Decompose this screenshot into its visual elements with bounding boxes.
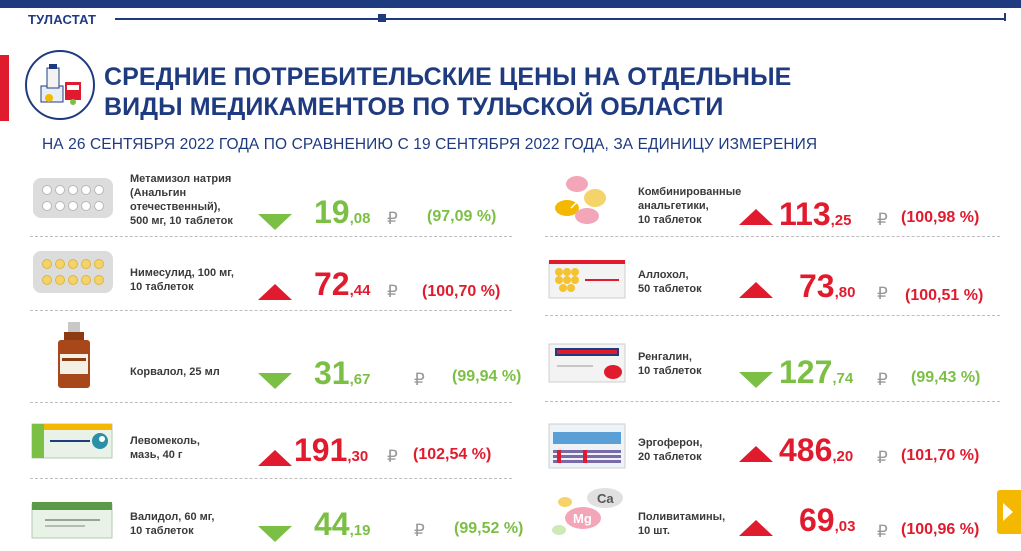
price-item-metamizol: Метамизол натрия (Анальгин отечественный),…	[30, 168, 520, 238]
validol-box-icon	[30, 488, 120, 551]
price-up-arrow-icon	[258, 284, 292, 300]
item-name: Аллохол, 50 таблеток	[638, 269, 702, 295]
row-divider	[545, 401, 1000, 402]
blister-yellow-pills-icon	[30, 246, 120, 316]
rengalin-box-icon	[543, 334, 633, 404]
row-divider	[545, 236, 1000, 237]
ointment-box-icon	[30, 414, 120, 484]
title-line-1: СРЕДНИЕ ПОТРЕБИТЕЛЬСКИЕ ЦЕНЫ НА ОТДЕЛЬНЫ…	[104, 63, 792, 91]
header-divider	[115, 18, 1005, 20]
medicine-logo-icon	[25, 50, 95, 120]
item-price: 486,20	[779, 432, 854, 468]
price-item-ergoferon: Эргоферон, 20 таблеток 486,20 ₽ (101,70 %…	[543, 414, 1003, 484]
ruble-sign: ₽	[387, 447, 398, 466]
multivitamin-icon: Ca Mg	[543, 484, 633, 551]
item-percent: (99,94 %)	[452, 368, 522, 385]
price-down-arrow-icon	[258, 214, 292, 230]
ruble-sign: ₽	[414, 370, 425, 389]
bottle-icon	[30, 320, 120, 390]
item-name: Поливитамины, 10 шт.	[638, 511, 726, 537]
item-price: 19,08	[314, 194, 371, 230]
title-accent-bar	[0, 55, 9, 121]
ruble-sign: ₽	[877, 522, 888, 541]
price-up-arrow-icon	[739, 282, 773, 298]
brand-label: ТУЛАСТАТ	[28, 12, 97, 27]
ruble-sign: ₽	[877, 370, 888, 389]
page-title: СРЕДНИЕ ПОТРЕБИТЕЛЬСКИЕ ЦЕНЫ НА ОТДЕЛЬНЫ…	[104, 62, 791, 122]
item-name: Левомеколь, мазь, 40 г	[130, 435, 200, 461]
item-price: 44,19	[314, 506, 371, 542]
price-up-arrow-icon	[258, 450, 292, 466]
item-name: Ренгалин, 10 таблеток	[638, 351, 702, 377]
page-subtitle: НА 26 СЕНТЯБРЯ 2022 ГОДА ПО СРАВНЕНИЮ С …	[42, 136, 818, 153]
item-percent: (100,98 %)	[901, 209, 980, 226]
item-percent: (101,70 %)	[901, 447, 980, 464]
item-name: Корвалол, 25 мл	[130, 366, 220, 378]
price-up-arrow-icon	[739, 446, 773, 462]
price-item-nimesulid: Нимесулид, 100 мг, 10 таблеток 72,44 ₽ (1…	[30, 246, 520, 316]
price-up-arrow-icon	[739, 520, 773, 536]
ruble-sign: ₽	[877, 284, 888, 303]
item-name: Нимесулид, 100 мг, 10 таблеток	[130, 267, 234, 293]
price-item-levomekol: Левомеколь, мазь, 40 г 191,30 ₽ (102,54 %…	[30, 414, 520, 484]
row-divider	[545, 315, 1000, 316]
row-divider	[30, 402, 512, 403]
price-up-arrow-icon	[739, 209, 773, 225]
row-divider	[30, 310, 512, 311]
row-divider	[30, 236, 512, 237]
price-down-arrow-icon	[258, 526, 292, 542]
item-percent: (99,52 %)	[454, 520, 524, 537]
header-divider-end	[1004, 13, 1006, 21]
ruble-sign: ₽	[877, 448, 888, 467]
ruble-sign: ₽	[414, 521, 425, 540]
price-item-rengalin: Ренгалин, 10 таблеток 127,74 ₽ (99,43 %)	[543, 334, 1003, 404]
item-name: Комбинированные анальгетики, 10 таблеток	[638, 186, 742, 226]
price-item-validol: Валидол, 60 мг, 10 таблеток 44,19 ₽ (99,5…	[30, 488, 524, 551]
item-percent: (97,09 %)	[427, 208, 497, 225]
item-name: Метамизол натрия (Анальгин отечественный),…	[130, 173, 233, 227]
price-item-allohol: Аллохол, 50 таблеток 73,80 ₽ (100,51 %)	[543, 252, 1003, 322]
colored-tablets-icon	[543, 168, 633, 238]
item-price: 72,44	[314, 266, 371, 302]
item-price: 31,67	[314, 355, 371, 391]
row-divider	[30, 478, 512, 479]
price-item-korvalol: Корвалол, 25 мл 31,67 ₽ (99,94 %)	[30, 320, 522, 391]
next-arrow-icon	[1003, 503, 1013, 521]
item-name: Эргоферон, 20 таблеток	[638, 437, 703, 463]
item-percent: (100,51 %)	[905, 287, 984, 304]
calcium-label: Ca	[597, 491, 614, 506]
header-divider-marker	[378, 14, 386, 22]
title-line-2: ВИДЫ МЕДИКАМЕНТОВ ПО ТУЛЬСКОЙ ОБЛАСТИ	[104, 93, 724, 121]
next-page-button[interactable]	[997, 490, 1021, 534]
price-down-arrow-icon	[739, 372, 773, 388]
ergoferon-box-icon	[543, 414, 633, 484]
item-percent: (102,54 %)	[413, 446, 492, 463]
ruble-sign: ₽	[387, 209, 398, 228]
item-name: Валидол, 60 мг, 10 таблеток	[130, 511, 215, 537]
item-price: 191,30	[294, 432, 369, 468]
item-price: 69,03	[799, 502, 856, 538]
item-percent: (99,43 %)	[911, 369, 981, 386]
item-price: 113,25	[779, 196, 852, 232]
price-item-combined-analgesics: Комбинированные анальгетики, 10 таблеток 1…	[543, 168, 1003, 238]
ruble-sign: ₽	[877, 210, 888, 229]
allochol-box-icon	[543, 252, 633, 322]
blister-white-pills-icon	[30, 168, 120, 238]
item-percent: (100,70 %)	[422, 283, 501, 300]
ruble-sign: ₽	[387, 282, 398, 301]
item-percent: (100,96 %)	[901, 521, 980, 538]
magnesium-label: Mg	[573, 511, 592, 526]
price-down-arrow-icon	[258, 373, 292, 389]
item-price: 127,74	[779, 354, 854, 390]
price-item-multivitamins: Ca Mg Поливитамины, 10 шт. 69,03 ₽ (100,9…	[543, 484, 1003, 551]
item-price: 73,80	[799, 268, 856, 304]
top-bar	[0, 0, 1021, 8]
